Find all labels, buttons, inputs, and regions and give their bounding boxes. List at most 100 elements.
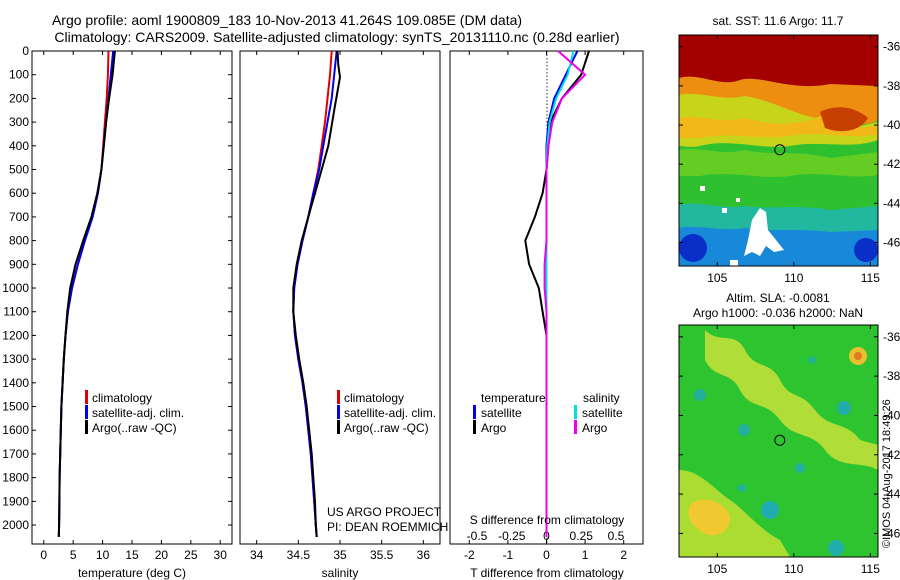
lon-tick-label: 105	[707, 562, 727, 576]
sla-map-frame	[678, 324, 879, 558]
sst-map-lat-axis: -36 -38 -40 -42 -44 -46	[679, 40, 900, 250]
legend-satellite-label: satellite-adj. clim.	[344, 406, 436, 420]
lon-tick-label: 110	[784, 562, 803, 576]
x-tick-label: 35	[333, 548, 347, 562]
legend-t-satellite-swatch	[473, 405, 476, 419]
sst-map-frame	[678, 34, 879, 267]
t-difference-x-axis: -2 -1 0 1 2	[464, 51, 627, 562]
pi-annotation: PI: DEAN ROEMMICH	[327, 520, 448, 534]
sst-map-lon-axis: 105 110 115	[707, 35, 880, 285]
lat-tick-label: -40	[883, 408, 900, 422]
lat-tick-label: -40	[883, 118, 900, 132]
x-tick-label: 5	[70, 548, 77, 562]
depth-tick-label: 1600	[2, 423, 29, 437]
argo-float-marker	[774, 434, 786, 446]
legend-s-satellite-label: satellite	[582, 406, 623, 420]
sst-map-panel: sat. SST: 11.6 Argo: 11.7 -36 -38 -40 -42 -4…	[678, 14, 900, 285]
s-difference-x-axis: -0.5 -0.25 0 0.25 0.5	[467, 529, 625, 543]
depth-tick-label: 800	[9, 234, 29, 248]
series-line-argo-raw-qc-	[292, 50, 341, 537]
depth-tick-label: 400	[9, 139, 29, 153]
s-difference-x-label: S difference from climatology	[470, 513, 625, 527]
temperature-panel: 0100200300400500600700800900100011001200…	[2, 44, 643, 580]
legend-t-argo-label: Argo	[481, 421, 507, 435]
imos-watermark: ©IMOS 04-Aug-2017 18:49:26	[881, 399, 893, 548]
s-diff-tick-label: -0.25	[498, 529, 526, 543]
x-tick-label: -2	[464, 548, 475, 562]
legend-argo-swatch	[337, 420, 340, 434]
x-tick-label: 25	[184, 548, 198, 562]
series-line-argo-raw-qc-	[57, 50, 116, 537]
legend-temperature-header: temperature	[481, 391, 546, 405]
depth-tick-label: 600	[9, 186, 29, 200]
lat-tick-label: -36	[883, 40, 900, 54]
argo-float-marker	[774, 144, 786, 156]
temperature-legend: climatology satellite-adj. clim. Argo(..…	[85, 390, 184, 435]
x-tick-label: 15	[125, 548, 139, 562]
depth-tick-label: 1400	[2, 376, 29, 390]
lon-tick-label: 105	[707, 271, 727, 285]
difference-panel: -2 -1 0 1 2 -0.5 -0.25 0 0.25 0.5 T difference f…	[449, 50, 644, 580]
depth-tick-label: 0	[22, 44, 29, 58]
legend-climatology-label: climatology	[344, 391, 404, 405]
depth-tick-label: 2000	[2, 518, 29, 532]
sla-heatmap	[679, 325, 878, 557]
x-tick-label: 0	[40, 548, 47, 562]
legend-s-argo-label: Argo	[582, 421, 608, 435]
x-tick-label: -1	[503, 548, 514, 562]
legend-satellite-swatch	[337, 405, 340, 419]
depth-tick-label: 1700	[2, 447, 29, 461]
lon-tick-label: 110	[784, 271, 803, 285]
depth-tick-label: 1800	[2, 471, 29, 485]
depth-tick-label: 1900	[2, 494, 29, 508]
salinity-plot-frame	[239, 50, 441, 545]
lat-tick-label: -42	[883, 448, 900, 462]
temperature-plot-frame	[31, 50, 233, 545]
depth-tick-label: 1500	[2, 400, 29, 414]
salinity-panel: 34 34.5 35 35.5 36 salinity climatology sate…	[239, 50, 448, 580]
figure-title-line1: Argo profile: aoml 1900809_183 10-Nov-20…	[52, 12, 522, 28]
x-tick-label: 10	[96, 548, 110, 562]
sla-map-subtitle: Argo h1000: -0.036 h2000: NaN	[693, 306, 863, 320]
s-diff-tick-label: 0.25	[570, 529, 594, 543]
depth-tick-label: 900	[9, 257, 29, 271]
legend-climatology-swatch	[337, 390, 340, 404]
legend-s-argo-swatch	[574, 420, 577, 434]
depth-tick-label: 1300	[2, 352, 29, 366]
salinity-series	[292, 50, 341, 537]
x-tick-label: 1	[582, 548, 589, 562]
legend-argo-swatch	[85, 420, 88, 434]
depth-tick-label: 1100	[3, 305, 29, 319]
depth-tick-label: 200	[9, 91, 29, 105]
sst-heatmap	[679, 35, 878, 266]
s-diff-tick-label: 0.5	[608, 529, 625, 543]
difference-series	[524, 50, 590, 537]
depth-tick-label: 500	[9, 163, 29, 177]
legend-s-satellite-swatch	[574, 405, 577, 419]
legend-t-satellite-label: satellite	[481, 406, 522, 420]
depth-tick-label: 700	[9, 210, 29, 224]
sla-map-panel: Altim. SLA: -0.0081 Argo h1000: -0.036 h…	[678, 291, 900, 576]
sla-map-title: Altim. SLA: -0.0081	[726, 291, 830, 305]
s-diff-tick-label: -0.5	[467, 529, 488, 543]
legend-satellite-swatch	[85, 405, 88, 419]
x-tick-label: 2	[620, 548, 627, 562]
temperature-x-label: temperature (deg C)	[78, 566, 186, 580]
lat-tick-label: -46	[883, 526, 900, 540]
sla-map-lon-axis: 105 110 115	[707, 325, 880, 576]
series-line-s-argo	[543, 50, 587, 537]
salinity-x-label: salinity	[322, 566, 359, 580]
depth-tick-label: 1000	[2, 281, 29, 295]
lat-tick-label: -44	[883, 487, 900, 501]
lat-tick-label: -38	[883, 369, 900, 383]
lat-tick-label: -36	[883, 330, 900, 344]
depth-tick-label: 100	[9, 68, 29, 82]
sla-map-lat-axis: -36 -38 -40 -42 -44 -46	[679, 330, 900, 540]
x-tick-label: 35.5	[370, 548, 394, 562]
legend-climatology-swatch	[85, 390, 88, 404]
salinity-x-axis: 34 34.5 35 35.5 36	[250, 51, 430, 562]
project-annotation: US ARGO PROJECT	[327, 505, 442, 519]
x-tick-label: 36	[417, 548, 431, 562]
lon-tick-label: 115	[861, 271, 880, 285]
